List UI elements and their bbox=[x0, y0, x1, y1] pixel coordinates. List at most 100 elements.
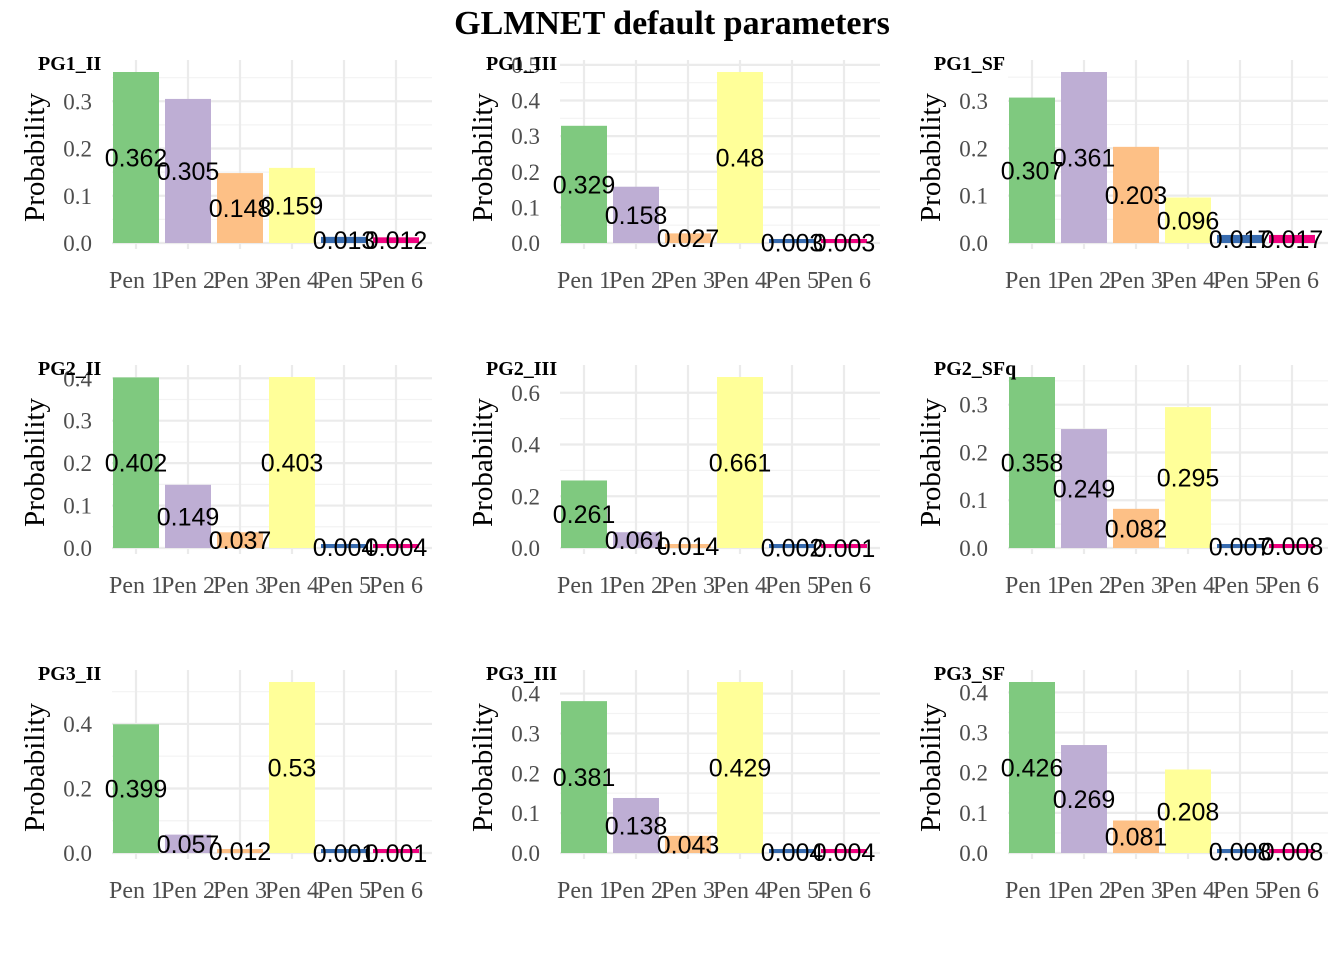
bar bbox=[1061, 745, 1107, 853]
x-tick-label: Pen 4 bbox=[713, 878, 767, 904]
data-label: 0.008 bbox=[1261, 838, 1324, 866]
data-label: 0.429 bbox=[709, 755, 772, 783]
data-label: 0.305 bbox=[157, 158, 220, 186]
bar bbox=[373, 544, 419, 548]
bar bbox=[821, 849, 867, 853]
panel-title: PG3_III bbox=[486, 663, 557, 685]
x-tick-label: Pen 3 bbox=[1109, 573, 1163, 599]
bar bbox=[1061, 429, 1107, 548]
data-label: 0.017 bbox=[1209, 226, 1272, 254]
x-tick-label: Pen 2 bbox=[1057, 878, 1111, 904]
bar bbox=[1269, 544, 1315, 548]
y-tick-label: 0.0 bbox=[511, 841, 540, 866]
data-label: 0.004 bbox=[365, 534, 428, 562]
y-tick-label: 0.6 bbox=[511, 381, 540, 406]
y-tick-label: 0.0 bbox=[511, 231, 540, 256]
bar bbox=[269, 377, 315, 548]
data-label: 0.008 bbox=[1209, 838, 1272, 866]
x-tick-label: Pen 2 bbox=[161, 878, 215, 904]
panel-title: PG1_II bbox=[38, 53, 102, 75]
data-label: 0.008 bbox=[1261, 533, 1324, 561]
chart-panel: 0.00.10.20.30.3070.3610.2030.0960.0170.0… bbox=[915, 53, 1328, 294]
bar bbox=[1217, 234, 1263, 243]
data-label: 0.208 bbox=[1157, 798, 1220, 826]
y-tick-label: 0.0 bbox=[959, 536, 988, 561]
x-tick-label: Pen 2 bbox=[161, 573, 215, 599]
y-tick-label: 0.2 bbox=[959, 136, 988, 161]
x-tick-label: Pen 5 bbox=[1213, 573, 1267, 599]
bar bbox=[561, 480, 607, 548]
bar bbox=[561, 125, 607, 243]
bar bbox=[165, 98, 211, 243]
y-tick-label: 0.3 bbox=[511, 124, 540, 149]
data-label: 0.361 bbox=[1053, 145, 1116, 173]
y-tick-label: 0.2 bbox=[959, 440, 988, 465]
x-tick-label: Pen 3 bbox=[213, 878, 267, 904]
y-tick-label: 0.4 bbox=[511, 89, 540, 114]
data-label: 0.001 bbox=[313, 840, 376, 868]
y-tick-label: 0.0 bbox=[959, 841, 988, 866]
data-label: 0.149 bbox=[157, 503, 220, 531]
bar bbox=[769, 544, 815, 548]
bar bbox=[1009, 377, 1055, 548]
x-tick-label: Pen 3 bbox=[661, 573, 715, 599]
x-tick-label: Pen 4 bbox=[265, 878, 319, 904]
y-axis-title: Probability bbox=[19, 703, 51, 832]
bar bbox=[165, 834, 211, 853]
data-label: 0.148 bbox=[209, 195, 272, 223]
data-label: 0.48 bbox=[716, 145, 765, 173]
bar bbox=[1165, 769, 1211, 853]
data-label: 0.249 bbox=[1053, 476, 1116, 504]
data-label: 0.061 bbox=[605, 527, 668, 555]
data-label: 0.027 bbox=[657, 225, 720, 253]
x-tick-label: Pen 1 bbox=[109, 878, 163, 904]
x-tick-label: Pen 1 bbox=[109, 268, 163, 294]
y-tick-label: 0.3 bbox=[63, 89, 92, 114]
data-label: 0.001 bbox=[813, 535, 876, 563]
bar bbox=[665, 233, 711, 243]
y-tick-label: 0.4 bbox=[959, 680, 988, 705]
x-tick-label: Pen 5 bbox=[317, 573, 371, 599]
y-tick-label: 0.3 bbox=[959, 89, 988, 114]
x-tick-label: Pen 5 bbox=[1213, 268, 1267, 294]
data-label: 0.007 bbox=[1209, 533, 1272, 561]
y-axis-title: Probability bbox=[915, 398, 947, 527]
bar bbox=[269, 167, 315, 243]
bar bbox=[113, 724, 159, 853]
y-tick-label: 0.1 bbox=[63, 494, 92, 519]
bar bbox=[1269, 234, 1315, 243]
panel-title: PG2_III bbox=[486, 358, 557, 380]
y-tick-label: 0.1 bbox=[959, 184, 988, 209]
x-tick-label: Pen 6 bbox=[1265, 573, 1319, 599]
y-tick-label: 0.2 bbox=[511, 160, 540, 185]
data-label: 0.037 bbox=[209, 527, 272, 555]
x-tick-label: Pen 2 bbox=[609, 573, 663, 599]
bar bbox=[1009, 97, 1055, 243]
y-tick-label: 0.0 bbox=[63, 536, 92, 561]
x-tick-label: Pen 1 bbox=[1005, 573, 1059, 599]
y-tick-label: 0.1 bbox=[959, 801, 988, 826]
panel-title: PG3_II bbox=[38, 663, 102, 685]
x-tick-label: Pen 5 bbox=[317, 878, 371, 904]
data-label: 0.426 bbox=[1001, 755, 1064, 783]
data-label: 0.402 bbox=[105, 450, 168, 478]
x-tick-label: Pen 6 bbox=[1265, 268, 1319, 294]
bar bbox=[717, 682, 763, 853]
bar bbox=[165, 484, 211, 548]
data-label: 0.158 bbox=[605, 202, 668, 230]
bar bbox=[821, 239, 867, 243]
x-tick-label: Pen 3 bbox=[213, 268, 267, 294]
y-tick-label: 0.0 bbox=[511, 536, 540, 561]
panel-title: PG1_III bbox=[486, 53, 557, 75]
bar bbox=[217, 173, 263, 243]
panel-title: PG2_II bbox=[38, 358, 102, 380]
bar bbox=[1165, 197, 1211, 243]
x-tick-label: Pen 4 bbox=[1161, 268, 1215, 294]
bar bbox=[1217, 849, 1263, 853]
bar bbox=[613, 532, 659, 548]
x-tick-label: Pen 1 bbox=[557, 878, 611, 904]
data-label: 0.057 bbox=[157, 831, 220, 859]
